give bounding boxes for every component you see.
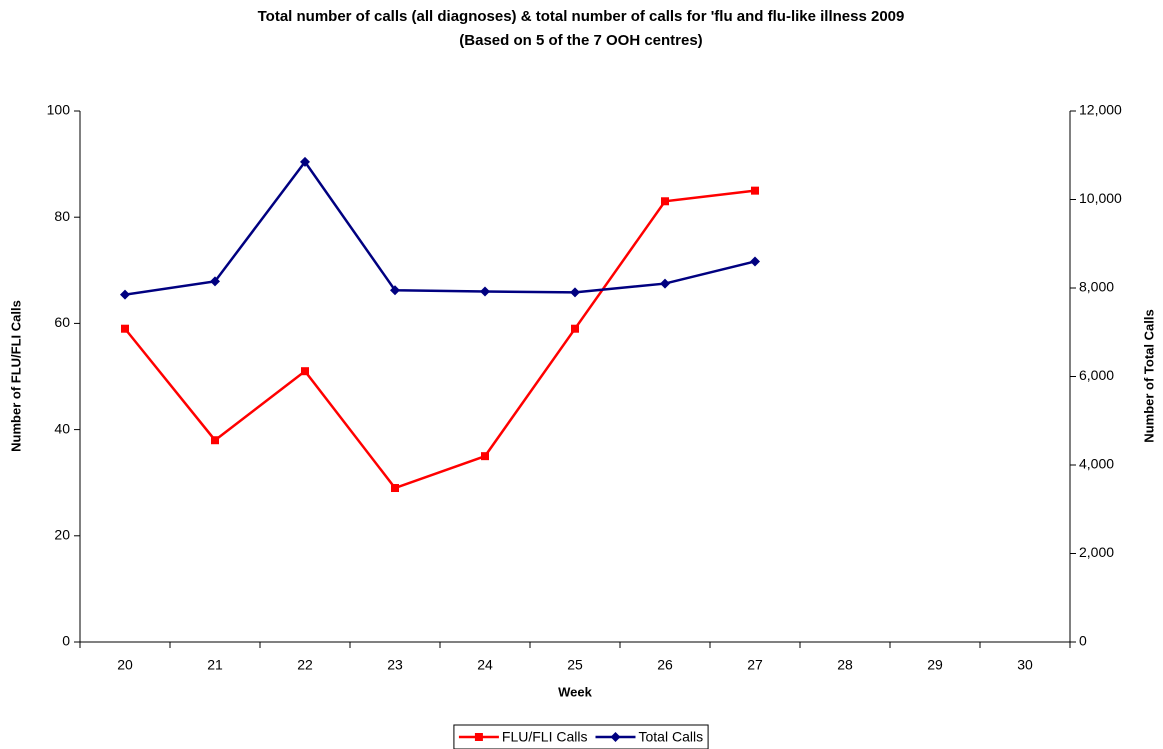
- series-point: [750, 256, 760, 267]
- series-point: [391, 484, 399, 493]
- series-point: [571, 324, 579, 333]
- chart-title: Total number of calls (all diagnoses) & …: [258, 8, 905, 25]
- y-tick-label: 80: [54, 208, 70, 224]
- x-tick-label: 24: [477, 657, 493, 673]
- legend-label: FLU/FLI Calls: [502, 729, 588, 745]
- x-axis-title: Week: [558, 684, 592, 699]
- series-point: [210, 276, 220, 287]
- x-tick-label: 29: [927, 657, 943, 673]
- series-point: [480, 286, 490, 297]
- y2-axis-title: Number of Total Calls: [1141, 309, 1156, 442]
- y2-tick-label: 2,000: [1079, 544, 1114, 560]
- series-line: [124, 189, 756, 490]
- x-tick-label: 30: [1017, 657, 1033, 673]
- legend-marker: [474, 733, 483, 741]
- y2-tick-label: 12,000: [1079, 102, 1122, 118]
- x-tick-label: 23: [387, 657, 403, 673]
- y2-tick-label: 10,000: [1079, 190, 1122, 206]
- chart-subtitle: (Based on 5 of the 7 OOH centres): [459, 32, 702, 49]
- x-tick-label: 20: [117, 657, 133, 673]
- series-point: [121, 324, 129, 333]
- series-point: [751, 186, 759, 195]
- x-tick-label: 27: [747, 657, 763, 673]
- x-tick-label: 28: [837, 657, 853, 673]
- series-point: [211, 436, 219, 445]
- y2-tick-label: 0: [1079, 633, 1087, 649]
- y-tick-label: 20: [54, 527, 70, 543]
- x-tick-label: 26: [657, 657, 673, 673]
- y-tick-label: 100: [47, 102, 71, 118]
- legend-label: Total Calls: [638, 729, 703, 745]
- series-point: [481, 452, 489, 461]
- y-tick-label: 60: [54, 314, 70, 330]
- y2-tick-label: 8,000: [1079, 279, 1114, 295]
- series-point: [300, 156, 310, 167]
- series-point: [301, 367, 309, 376]
- series-point: [120, 289, 130, 300]
- x-tick-label: 22: [297, 657, 313, 673]
- x-tick-label: 25: [567, 657, 583, 673]
- series-point: [660, 278, 670, 289]
- series-point: [390, 285, 400, 296]
- y-tick-label: 40: [54, 420, 70, 436]
- x-tick-label: 21: [207, 657, 223, 673]
- series-point: [661, 197, 669, 206]
- y2-tick-label: 4,000: [1079, 456, 1114, 472]
- y-axis-title: Number of FLU/FLI Calls: [8, 300, 23, 452]
- legend-marker: [610, 732, 621, 742]
- y2-tick-label: 6,000: [1079, 367, 1114, 383]
- y-tick-label: 0: [62, 633, 70, 649]
- series-point: [570, 287, 580, 298]
- series-line: [124, 159, 756, 296]
